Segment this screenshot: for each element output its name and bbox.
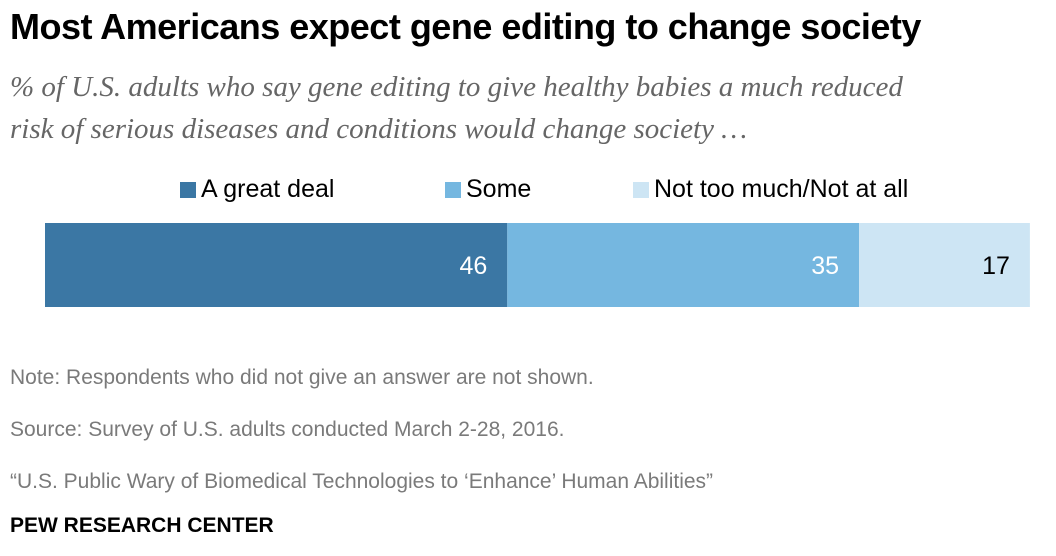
chart-source: Source: Survey of U.S. adults conducted … bbox=[10, 418, 565, 441]
bar-segment-great-deal bbox=[45, 223, 508, 307]
data-label-great-deal: 46 bbox=[459, 252, 487, 280]
data-label-some: 35 bbox=[811, 252, 839, 280]
legend-item-great-deal: A great deal bbox=[180, 175, 334, 204]
legend-label-great-deal: A great deal bbox=[201, 175, 335, 203]
legend-label-some: Some bbox=[466, 175, 532, 203]
legend-swatch-great-deal bbox=[180, 181, 196, 198]
data-label-not-too-much: 17 bbox=[982, 252, 1010, 280]
legend-label-not-too-much: Not too much/Not at all bbox=[654, 175, 909, 203]
bar-segment-some bbox=[507, 223, 860, 307]
bar-segment-not-too-much bbox=[859, 223, 1030, 307]
chart-title: Most Americans expect gene editing to ch… bbox=[10, 6, 921, 47]
subtitle-line-2: risk of serious diseases and conditions … bbox=[10, 113, 748, 145]
legend-swatch-not-too-much bbox=[633, 181, 649, 198]
chart-report-title: “U.S. Public Wary of Biomedical Technolo… bbox=[10, 470, 714, 493]
chart-subtitle: % of U.S. adults who say gene editing to… bbox=[10, 66, 1050, 150]
chart-legend: A great deal Some Not too much/Not at al… bbox=[0, 175, 1056, 205]
chart-note: Note: Respondents who did not give an an… bbox=[10, 366, 594, 389]
legend-item-some: Some bbox=[445, 175, 531, 204]
legend-item-not-too-much: Not too much/Not at all bbox=[633, 175, 908, 204]
subtitle-line-1: % of U.S. adults who say gene editing to… bbox=[10, 71, 903, 103]
stacked-bar-chart: 46 35 17 bbox=[45, 223, 1030, 307]
legend-swatch-some bbox=[445, 181, 461, 198]
brand-logo-text: PEW RESEARCH CENTER bbox=[10, 514, 274, 537]
